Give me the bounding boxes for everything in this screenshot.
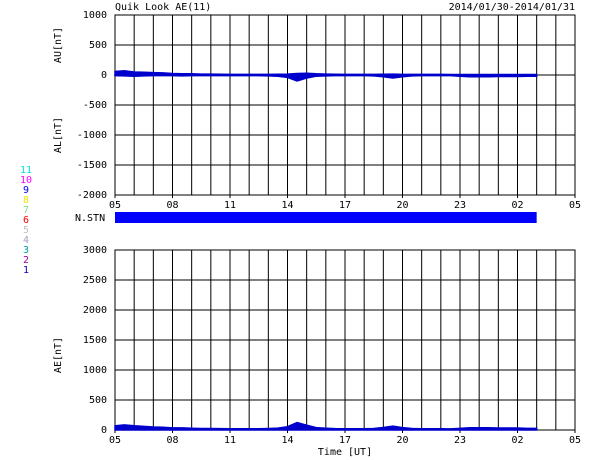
y-tick-label: 1000 bbox=[83, 365, 107, 376]
station-legend: 8 bbox=[23, 195, 29, 206]
y-tick-label: 3000 bbox=[83, 245, 107, 256]
x-axis-label: Time [UT] bbox=[318, 447, 372, 458]
y-tick-label: 1500 bbox=[83, 335, 107, 346]
x-tick-label: 17 bbox=[339, 435, 351, 446]
x-tick-label: 23 bbox=[454, 200, 466, 211]
station-legend: 1 bbox=[23, 265, 29, 276]
station-legend: 2 bbox=[23, 255, 29, 266]
area bbox=[114, 421, 538, 431]
x-tick-label: 08 bbox=[166, 435, 178, 446]
x-tick-label: 20 bbox=[396, 200, 408, 211]
y-tick-label: -2000 bbox=[77, 190, 107, 201]
x-tick-label: 11 bbox=[224, 435, 236, 446]
x-tick-label: 05 bbox=[569, 200, 581, 211]
x-tick-label: 23 bbox=[454, 435, 466, 446]
x-tick-label: 14 bbox=[281, 200, 293, 211]
y-tick-label: 2000 bbox=[83, 305, 107, 316]
x-tick-label: 05 bbox=[569, 435, 581, 446]
x-tick-label: 02 bbox=[511, 435, 523, 446]
x-tick-label: 17 bbox=[339, 200, 351, 211]
y-tick-label: 500 bbox=[89, 395, 107, 406]
station-legend: 10 bbox=[20, 175, 32, 186]
y-axis-label: AE[nT] bbox=[53, 337, 64, 373]
area bbox=[114, 74, 538, 82]
station-bar bbox=[115, 212, 537, 223]
y-tick-label: 2500 bbox=[83, 275, 107, 286]
x-tick-label: 20 bbox=[396, 435, 408, 446]
station-legend: 3 bbox=[23, 245, 29, 256]
station-legend: 9 bbox=[23, 185, 29, 196]
y-tick-label: -500 bbox=[83, 100, 107, 111]
x-tick-label: 02 bbox=[511, 200, 523, 211]
y-tick-label: -1000 bbox=[77, 130, 107, 141]
station-legend: 4 bbox=[23, 235, 29, 246]
station-legend: 6 bbox=[23, 215, 29, 226]
station-label: N.STN bbox=[75, 213, 105, 224]
y-tick-label: -1500 bbox=[77, 160, 107, 171]
station-legend: 11 bbox=[20, 165, 32, 176]
y-tick-label: 1000 bbox=[83, 10, 107, 21]
date-range: 2014/01/30-2014/01/31 bbox=[449, 2, 575, 13]
station-legend: 5 bbox=[23, 225, 29, 236]
x-tick-label: 08 bbox=[166, 200, 178, 211]
x-tick-label: 11 bbox=[224, 200, 236, 211]
y-axis-label: AU[nT] bbox=[53, 27, 64, 63]
chart-title: Quik Look AE(11) bbox=[115, 2, 211, 13]
y-tick-label: 0 bbox=[101, 425, 107, 436]
x-tick-label: 05 bbox=[109, 200, 121, 211]
station-legend: 7 bbox=[23, 205, 29, 216]
y-tick-label: 500 bbox=[89, 40, 107, 51]
x-tick-label: 05 bbox=[109, 435, 121, 446]
y-axis-label: AL[nT] bbox=[53, 117, 64, 153]
y-tick-label: 0 bbox=[101, 70, 107, 81]
x-tick-label: 14 bbox=[281, 435, 293, 446]
